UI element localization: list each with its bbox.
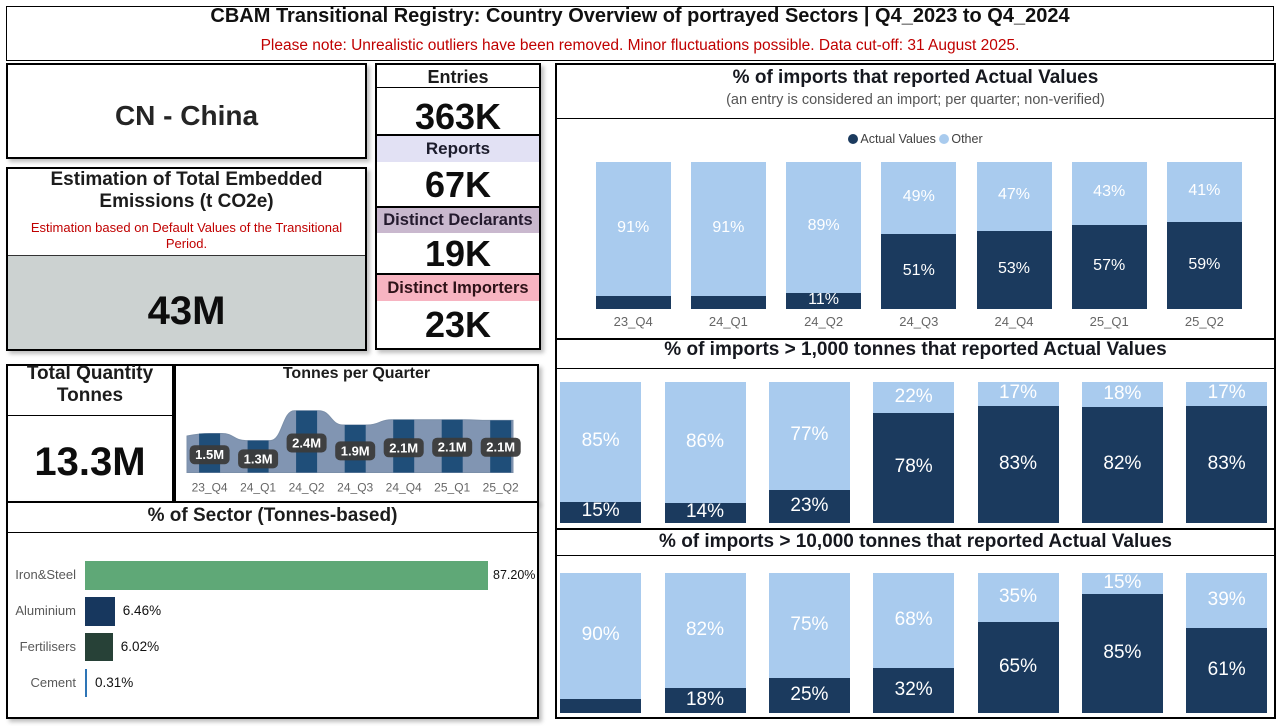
- svg-text:1.9M: 1.9M: [341, 443, 370, 458]
- svg-text:25_Q1: 25_Q1: [434, 481, 470, 495]
- svg-text:2.1M: 2.1M: [438, 440, 467, 455]
- svg-text:2.4M: 2.4M: [292, 436, 321, 451]
- svg-text:24_Q3: 24_Q3: [337, 481, 373, 495]
- svg-text:24_Q4: 24_Q4: [386, 481, 422, 495]
- svg-text:24_Q1: 24_Q1: [240, 481, 276, 495]
- svg-text:1.5M: 1.5M: [195, 447, 224, 462]
- svg-text:1.3M: 1.3M: [244, 451, 273, 466]
- svg-text:2.1M: 2.1M: [389, 440, 418, 455]
- svg-text:25_Q2: 25_Q2: [483, 481, 519, 495]
- svg-text:24_Q2: 24_Q2: [289, 481, 325, 495]
- svg-text:2.1M: 2.1M: [486, 440, 515, 455]
- svg-text:23_Q4: 23_Q4: [192, 481, 228, 495]
